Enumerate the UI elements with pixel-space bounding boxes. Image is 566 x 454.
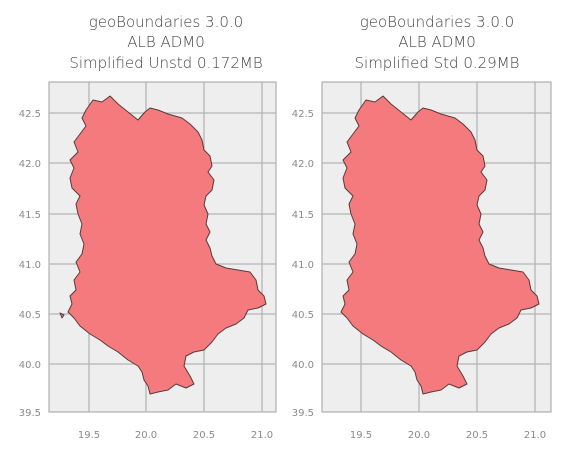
- x-tick-label: 19.5: [350, 430, 372, 441]
- x-tick-label: 21.0: [251, 430, 273, 441]
- x-tick-label: 20.0: [135, 430, 157, 441]
- y-axis-ticks: 42.5 42.0 41.5 41.0 40.5 40.0 39.5: [292, 109, 314, 419]
- albania-boundary: [67, 95, 267, 395]
- map-title-line-2: ALB ADM0: [127, 33, 205, 51]
- y-tick-label: 42.5: [19, 109, 41, 120]
- y-tick-label: 39.5: [292, 408, 314, 419]
- x-tick-label: 20.5: [466, 430, 488, 441]
- map-title-line-3: Simplified Unstd 0.172MB: [69, 54, 262, 72]
- y-tick-label: 39.5: [19, 408, 41, 419]
- map-title-line-3: Simplified Std 0.29MB: [355, 54, 520, 72]
- y-axis-ticks: 42.5 42.0 41.5 41.0 40.5 40.0 39.5: [19, 109, 41, 419]
- x-tick-label: 20.5: [193, 430, 215, 441]
- map-title-line-1: geoBoundaries 3.0.0: [360, 13, 514, 31]
- albania-small-island: [59, 312, 65, 319]
- y-tick-label: 40.0: [292, 360, 314, 371]
- y-tick-label: 42.5: [292, 109, 314, 120]
- y-tick-label: 40.5: [292, 310, 314, 321]
- y-tick-label: 41.0: [292, 260, 314, 271]
- x-axis-ticks: 19.5 20.0 20.5 21.0: [78, 430, 273, 441]
- map-title-line-1: geoBoundaries 3.0.0: [89, 13, 243, 31]
- y-tick-label: 42.0: [19, 159, 41, 170]
- y-tick-label: 40.5: [19, 310, 41, 321]
- x-tick-label: 20.0: [408, 430, 430, 441]
- y-tick-label: 42.0: [292, 159, 314, 170]
- y-tick-label: 41.5: [292, 210, 314, 221]
- y-tick-label: 41.0: [19, 260, 41, 271]
- map-left: geoBoundaries 3.0.0 ALB ADM0 Simplified …: [19, 13, 277, 441]
- map-right: geoBoundaries 3.0.0 ALB ADM0 Simplified …: [292, 13, 552, 441]
- x-tick-label: 21.0: [524, 430, 546, 441]
- albania-boundary: [340, 95, 540, 395]
- x-tick-label: 19.5: [78, 430, 100, 441]
- x-axis-ticks: 19.5 20.0 20.5 21.0: [350, 430, 546, 441]
- y-tick-label: 41.5: [19, 210, 41, 221]
- map-title-line-2: ALB ADM0: [398, 33, 476, 51]
- y-tick-label: 40.0: [19, 360, 41, 371]
